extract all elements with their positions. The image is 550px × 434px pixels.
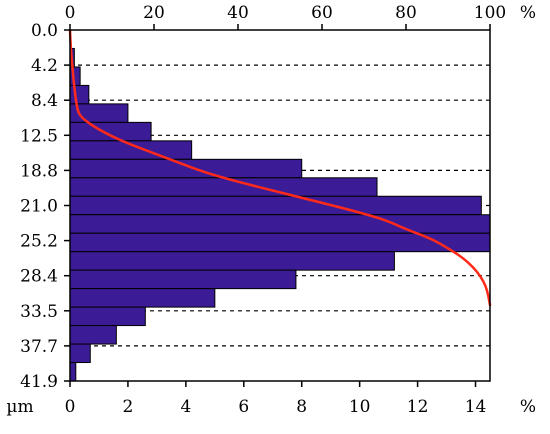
histogram-bar [69,177,378,197]
histogram-bar [69,362,77,382]
y-tick-label: 41.9 [20,372,58,392]
histogram-bar [69,269,297,290]
x-top-tick-label: 80 [395,3,417,23]
x-bottom-tick-label: 14 [465,397,487,417]
histogram-bar [69,343,91,364]
y-tick-label: 4.2 [31,56,58,76]
cumulative-curve [68,28,492,307]
histogram-bar [69,214,491,234]
x-top-tick-label: 100 [474,3,506,23]
y-tick-label: 33.5 [20,302,58,322]
x-bottom-tick-label: 10 [349,397,371,417]
y-tick-label: 25.2 [20,232,58,252]
histogram-bar [69,306,146,327]
x-bottom-tick-label: 4 [180,397,191,417]
curve-layer [68,28,492,307]
y-tick-label: 28.4 [20,267,58,287]
axes-layer [64,24,491,387]
labels-layer: 0.0 4.2 8.4 12.5 18.8 21.0 25.2 28.4 33.5 37.7 41.… [6,3,536,417]
histogram-bar [69,84,90,105]
histogram-bar [69,251,395,271]
y-tick-label: 18.8 [20,161,58,181]
x-top-unit-label: % [520,3,536,23]
x-bottom-tick-label: 12 [407,397,429,417]
y-tick-label: 8.4 [31,91,58,111]
x-top-tick-label: 40 [227,3,249,23]
x-top-tick-label: 20 [143,3,165,23]
histogram-bar [69,158,303,179]
y-axis-unit-label: µm [6,397,33,417]
x-bottom-tick-label: 2 [123,397,134,417]
x-bottom-tick-label: 8 [296,397,307,417]
y-tick-label: 37.7 [20,337,58,357]
x-bottom-tick-label: 0 [65,397,76,417]
histogram-bar [69,195,482,216]
y-tick-label: 21.0 [20,197,58,217]
x-bottom-unit-label: % [520,397,536,417]
x-bottom-tick-label: 6 [238,397,249,417]
histogram-bar [69,121,152,142]
x-top-tick-label: 60 [311,3,333,23]
y-tick-label: 12.5 [20,126,58,146]
y-tick-label: 0.0 [31,21,58,41]
histogram-bar [69,288,216,308]
x-top-tick-label: 0 [65,3,76,23]
histogram-bar [69,325,117,345]
bars-layer [69,47,491,382]
